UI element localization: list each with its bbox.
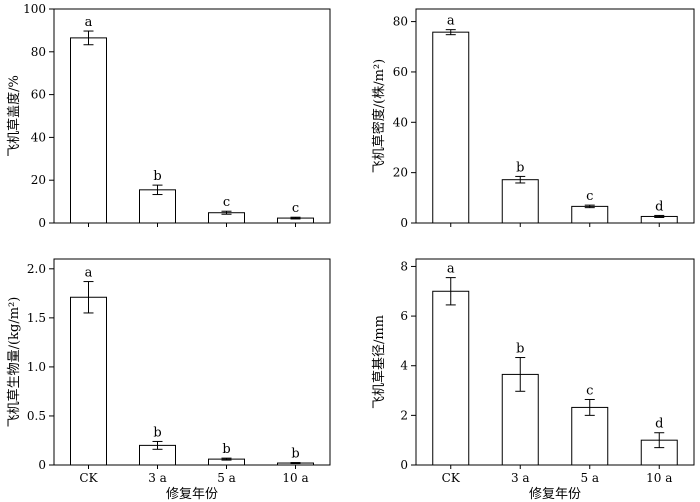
x-tick-label: 5 a xyxy=(217,471,236,485)
y-tick-label: 4 xyxy=(400,359,408,373)
y-tick-label: 0 xyxy=(400,216,408,230)
plot-frame xyxy=(53,8,331,224)
chart-panel-2: 0 20 40 60 80 a b c d 飞机草密度/(株/m²) xyxy=(371,8,695,230)
x-axis-label: 修复年份 xyxy=(166,487,218,502)
y-axis-label: 飞机草基径/mm xyxy=(372,315,387,409)
significance-letter: a xyxy=(447,14,455,29)
y-tick-label: 8 xyxy=(400,259,408,273)
y-tick-label: 0 xyxy=(38,216,46,230)
x-tick-label: 5 a xyxy=(580,471,599,485)
y-tick-label: 1.5 xyxy=(27,311,46,325)
x-tick-label: CK xyxy=(79,471,98,485)
y-tick-label: 60 xyxy=(31,88,46,102)
bar-1 xyxy=(432,290,470,466)
significance-letter: b xyxy=(291,447,299,462)
y-tick-label: 80 xyxy=(393,15,408,29)
plot-frame xyxy=(415,258,695,466)
significance-letter: c xyxy=(223,195,230,210)
y-tick-label: 60 xyxy=(393,65,408,79)
y-axis-label: 飞机草密度/(株/m²) xyxy=(371,59,387,173)
y-tick-label: 0 xyxy=(38,458,46,472)
y-tick-label: 6 xyxy=(400,309,408,323)
significance-letter: b xyxy=(153,169,161,184)
significance-letter: c xyxy=(292,201,299,216)
chart-panel-3: 0 0.5 1.0 1.5 2.0 a CK b 3 a b 5 a b 10 a 飞机草生物量/(kg/… xyxy=(7,258,331,502)
plot-frame xyxy=(415,8,695,224)
y-tick-label: 20 xyxy=(31,173,46,187)
significance-letter: b xyxy=(516,342,524,357)
significance-letter: c xyxy=(586,189,593,204)
x-tick-label: 3 a xyxy=(148,471,167,485)
x-tick-label: CK xyxy=(442,471,461,485)
bar-2 xyxy=(501,179,539,224)
y-axis-label: 飞机草盖度/% xyxy=(6,75,22,157)
significance-letter: b xyxy=(516,160,524,175)
y-axis-label: 飞机草生物量/(kg/m²) xyxy=(7,297,22,428)
significance-letter: d xyxy=(655,199,663,214)
significance-letter: b xyxy=(153,425,161,440)
significance-letter: b xyxy=(222,442,230,457)
x-tick-label: 10 a xyxy=(646,471,672,485)
bar-3 xyxy=(571,406,609,466)
x-tick-label: 10 a xyxy=(282,471,308,485)
significance-letter: a xyxy=(447,262,455,277)
y-tick-label: 2 xyxy=(400,408,408,422)
bar-2 xyxy=(139,189,176,224)
chart-panel-1: 0 20 40 60 80 100 a b c c 飞机草盖度/% xyxy=(6,2,331,230)
significance-letter: c xyxy=(586,383,593,398)
significance-letter: a xyxy=(85,15,93,30)
y-tick-label: 0 xyxy=(400,458,408,472)
plot-frame xyxy=(53,258,331,466)
x-axis-label: 修复年份 xyxy=(529,487,581,502)
significance-letter: a xyxy=(85,266,93,281)
y-tick-label: 40 xyxy=(31,130,46,144)
bar-1 xyxy=(70,296,107,466)
y-tick-label: 40 xyxy=(393,115,408,129)
y-tick-label: 1.0 xyxy=(27,360,46,374)
bar-3 xyxy=(571,205,609,224)
y-tick-label: 80 xyxy=(31,45,46,59)
significance-letter: d xyxy=(655,417,663,432)
bar-1 xyxy=(432,31,470,224)
chart-panel-4: 0 2 4 6 8 a CK b 3 a c 5 a d 10 a 飞机草基径/mm 修复年份 xyxy=(372,258,695,502)
x-tick-label: 3 a xyxy=(511,471,530,485)
y-tick-label: 0.5 xyxy=(27,409,46,423)
y-tick-label: 100 xyxy=(23,2,46,16)
y-tick-label: 20 xyxy=(393,166,408,180)
y-tick-label: 2.0 xyxy=(27,262,46,276)
bar-1 xyxy=(70,37,107,224)
